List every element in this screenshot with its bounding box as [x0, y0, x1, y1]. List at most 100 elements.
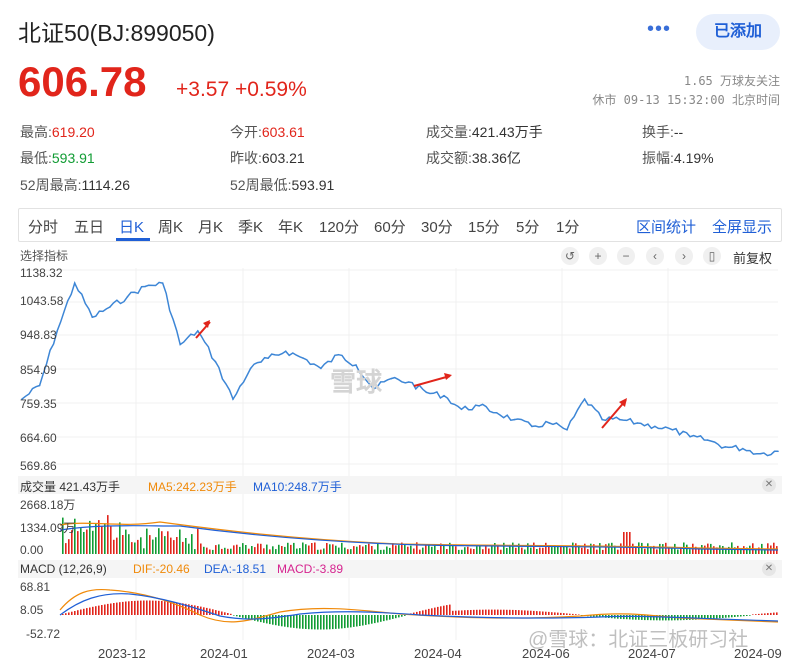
volume-bar: [113, 539, 115, 554]
macd-bar: [245, 615, 247, 619]
scroll-left-icon[interactable]: ‹: [646, 247, 664, 265]
price-point: [214, 360, 217, 363]
volume-bar: [524, 549, 526, 554]
macd-bar: [446, 605, 448, 615]
volume-bar: [566, 545, 568, 554]
volume-bar: [668, 548, 670, 554]
macd-bar: [401, 615, 403, 617]
volume-bar: [584, 543, 586, 554]
date-axis-label: 2024-04: [414, 646, 462, 661]
stat-low: 最低:593.91: [20, 148, 95, 168]
macd-bar: [176, 602, 178, 615]
volume-bar: [134, 542, 136, 554]
macd-bar: [95, 606, 97, 615]
price-point: [267, 357, 269, 360]
tab-5min[interactable]: 5分: [516, 219, 540, 236]
macd-bar: [248, 615, 250, 620]
tab-monthly-k[interactable]: 月K: [198, 219, 224, 236]
stat-amount-value: 38.36亿: [471, 150, 521, 166]
macd-bar: [335, 615, 337, 629]
macd-dea-line: [59, 593, 779, 622]
volume-bar: [590, 543, 592, 554]
price-point: [443, 394, 445, 397]
zoom-in-icon[interactable]: +: [589, 247, 607, 265]
macd-bar: [506, 609, 508, 615]
range-stats-link[interactable]: 区间统计: [636, 219, 697, 236]
volume-axis-label: 0.00: [20, 543, 44, 557]
volume-bar: [623, 532, 625, 554]
volume-bar: [140, 537, 142, 554]
price-point: [425, 391, 428, 394]
added-watchlist-button[interactable]: 已添加: [696, 14, 780, 50]
macd-bar: [521, 610, 523, 615]
macd-bar: [161, 601, 163, 615]
tab-weekly-k[interactable]: 周K: [158, 219, 184, 236]
price-point: [302, 357, 305, 360]
tab-30min[interactable]: 30分: [421, 219, 453, 236]
macd-bar: [479, 609, 481, 615]
volume-bar: [722, 546, 724, 554]
period-tabs-bar: [18, 208, 782, 242]
volume-bar: [518, 543, 520, 554]
zoom-out-icon[interactable]: −: [617, 247, 635, 265]
macd-bar: [278, 615, 280, 626]
macd-bar: [656, 615, 658, 621]
tab-15min[interactable]: 15分: [468, 219, 500, 236]
tab-quarterly-k[interactable]: 季K: [238, 219, 264, 236]
tab-120min[interactable]: 120分: [319, 219, 360, 236]
volume-bar: [173, 540, 175, 554]
tab-1min[interactable]: 1分: [556, 219, 580, 236]
volume-bar: [221, 548, 223, 554]
macd-bar: [365, 615, 367, 625]
more-dots-icon[interactable]: •••: [647, 18, 672, 40]
volume-bar: [602, 549, 604, 554]
macd-bar: [728, 615, 730, 618]
arrow-annotations: [195, 320, 627, 429]
stat-turnover-rate-value: --: [673, 124, 684, 140]
tab-60min[interactable]: 60分: [374, 219, 406, 236]
volume-bar: [587, 549, 589, 554]
price-adjust-toggle[interactable]: 前复权: [733, 251, 773, 266]
volume-bar: [170, 537, 172, 554]
close-volume-panel-icon[interactable]: ✕: [762, 478, 776, 492]
volume-axis-label: 2668.18万: [20, 498, 76, 512]
macd-bar: [182, 603, 184, 615]
macd-bar: [500, 609, 502, 615]
volume-bar: [203, 546, 205, 554]
tab-intraday[interactable]: 分时: [28, 219, 59, 236]
volume-bar: [521, 547, 523, 554]
volume-bar: [329, 544, 331, 554]
volume-bar: [161, 531, 163, 554]
macd-bar: [560, 612, 562, 615]
volume-bar: [332, 544, 334, 554]
fullscreen-link[interactable]: 全屏显示: [712, 219, 773, 236]
candle-type-icon[interactable]: ▯: [703, 247, 721, 265]
stat-volume-value: 421.43万手: [471, 124, 543, 140]
macd-bar: [458, 610, 460, 615]
close-macd-panel-icon[interactable]: ✕: [762, 562, 776, 576]
tab-five-day[interactable]: 五日: [74, 219, 105, 236]
volume-bar: [164, 536, 166, 554]
macd-bar: [272, 615, 274, 625]
macd-bar: [86, 608, 88, 615]
volume-bar: [254, 547, 256, 554]
macd-bar: [698, 615, 700, 620]
macd-bar: [77, 610, 79, 615]
macd-bar: [722, 615, 724, 618]
price-axis-label: 1043.58: [20, 294, 64, 308]
volume-bar: [677, 549, 679, 554]
volume-bar: [539, 547, 541, 554]
macd-bar: [653, 615, 655, 621]
stat-52w-high-value: 1114.26: [81, 177, 130, 193]
volume-bar: [755, 549, 757, 554]
tab-daily-k[interactable]: 日K: [119, 219, 145, 236]
macd-dea: DEA:-18.51: [204, 562, 267, 576]
macd-bar: [719, 615, 721, 619]
select-indicator-button[interactable]: 选择指标: [20, 249, 69, 263]
macd-bar: [218, 610, 220, 615]
macd-bar: [467, 610, 469, 615]
scroll-right-icon[interactable]: ›: [675, 247, 693, 265]
macd-bar: [173, 602, 175, 615]
tab-yearly-k[interactable]: 年K: [278, 219, 304, 236]
undo-icon[interactable]: ↺: [561, 247, 579, 265]
